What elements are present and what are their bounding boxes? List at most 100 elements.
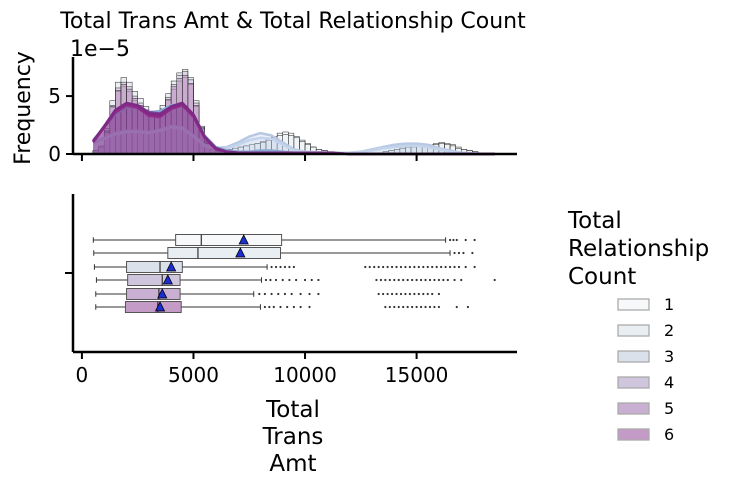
flier-point [413,265,416,269]
kde-line-2 [92,126,495,156]
flier-point [308,305,311,309]
flier-point [411,278,414,282]
flier-point [448,238,452,242]
flier-point [473,238,476,242]
flier-point [258,292,261,296]
flier-point [408,265,412,269]
box-5 [95,288,441,300]
flier-point [493,278,496,282]
flier-point [375,278,378,282]
flier-point [272,305,275,309]
mean-marker [154,301,166,312]
legend-label-4: 4 [664,373,674,392]
flier-point [308,292,311,296]
box-iqr [126,288,181,300]
flier-point [455,238,458,242]
legend-swatch-3 [617,350,650,363]
flier-point [286,305,289,309]
box-iqr [124,301,182,313]
legend-swatch-2 [617,324,650,337]
flier-point [460,278,463,282]
legend-label-6: 6 [664,425,674,444]
flier-point [393,278,396,282]
flier-point [377,265,380,269]
flier-point [395,292,398,296]
flier-point [435,265,438,269]
flier-point [268,305,271,309]
flier-point [364,265,367,269]
flier-point [442,278,445,282]
flier-point [452,238,455,242]
flier-point [290,292,293,296]
flier-point [422,292,425,296]
flier-point [274,265,278,269]
flier-point [413,292,416,296]
boxplot-panel: 0 5000 10000 15000 [65,194,517,387]
box-4 [95,274,496,286]
flier-point [299,292,302,296]
mean-marker [238,234,249,245]
flier-point [299,305,302,309]
mean-marker [157,288,168,299]
flier-point [408,292,412,296]
flier-point [388,305,391,309]
legend-label-5: 5 [664,399,674,418]
flier-point [386,265,389,269]
x-label-line: Amt [269,451,316,477]
flier-point [382,265,385,269]
flier-point [440,265,443,269]
top-y-tick-label: 0 [48,142,61,166]
flier-point [417,292,420,296]
flier-point [292,305,295,309]
flier-point [422,265,425,269]
bottom-x-tick-label: 0 [76,363,89,387]
flier-point [462,251,465,255]
flier-point [379,278,382,282]
flier-point [368,265,371,269]
legend-swatch-5 [617,402,650,415]
flier-point [274,278,278,282]
flier-point [388,278,391,282]
flier-point [437,305,441,309]
flier-point [270,265,273,269]
flier-point [384,305,387,309]
flier-point [270,292,273,296]
flier-point [453,278,456,282]
flier-point [444,265,447,269]
box-6 [95,301,470,313]
flier-point [437,278,441,282]
flier-point [433,305,436,309]
flier-point [390,292,394,296]
top-y-tick-label: 5 [48,84,61,108]
flier-point [395,265,398,269]
flier-point [288,265,291,269]
flier-point [399,265,403,269]
flier-point [404,292,407,296]
flier-point [453,265,456,269]
flier-point [283,292,287,296]
legend-swatch-6 [617,428,650,441]
mean-marker [162,274,173,285]
flier-point [277,292,280,296]
mean-marker [235,247,246,258]
flier-point [288,278,291,282]
bottom-x-tick-label: 10000 [273,363,337,387]
flier-point [417,265,420,269]
flier-point [428,305,432,309]
flier-point [263,292,266,296]
flier-point [310,278,313,282]
flier-point [283,265,287,269]
flier-point [295,278,298,282]
bottom-x-tick-label: 15000 [385,363,449,387]
flier-point [464,238,467,242]
flier-point [402,278,405,282]
x-label-line: Trans [262,424,324,450]
flier-point [281,278,284,282]
flier-point [402,305,405,309]
top-y-axis-label: Frequency [11,51,36,165]
flier-point [397,278,400,282]
flier-point [279,265,282,269]
flier-point [269,278,272,282]
